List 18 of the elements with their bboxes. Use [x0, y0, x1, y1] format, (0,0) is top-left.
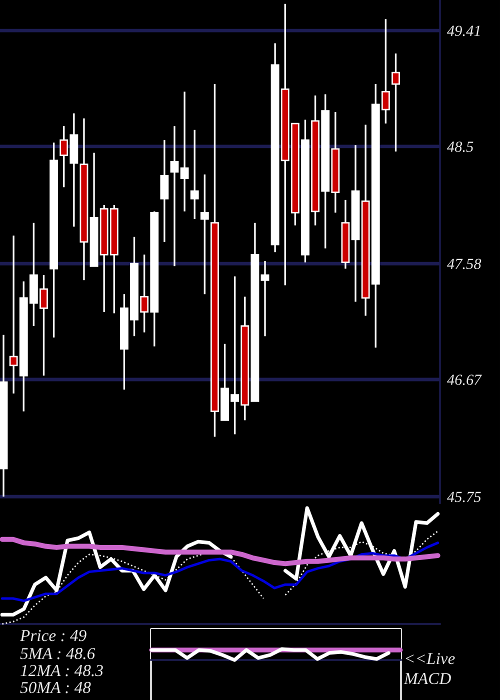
candlestick: [170, 125, 179, 267]
text: <<Live: [406, 652, 455, 664]
text: MACD: [404, 672, 451, 684]
y-tick-label: 45.75: [446, 492, 481, 502]
text: 5MA : 48.6: [20, 648, 96, 660]
candlestick: [180, 90, 189, 212]
text: 50MA : 48: [20, 682, 91, 694]
candlestick: [392, 52, 400, 152]
candlestick: [160, 139, 169, 243]
candlestick: [260, 260, 270, 338]
candlestick: [200, 174, 209, 295]
candlestick: [190, 129, 199, 220]
y-tick-label: 48.5: [446, 142, 474, 152]
text: Price : 49: [20, 630, 86, 642]
y-tick-label: 47.58: [446, 258, 482, 270]
y-tick-label: 49.41: [446, 26, 480, 36]
text: 12MA : 48.3: [20, 664, 103, 676]
y-tick-label: 46.67: [446, 374, 482, 385]
